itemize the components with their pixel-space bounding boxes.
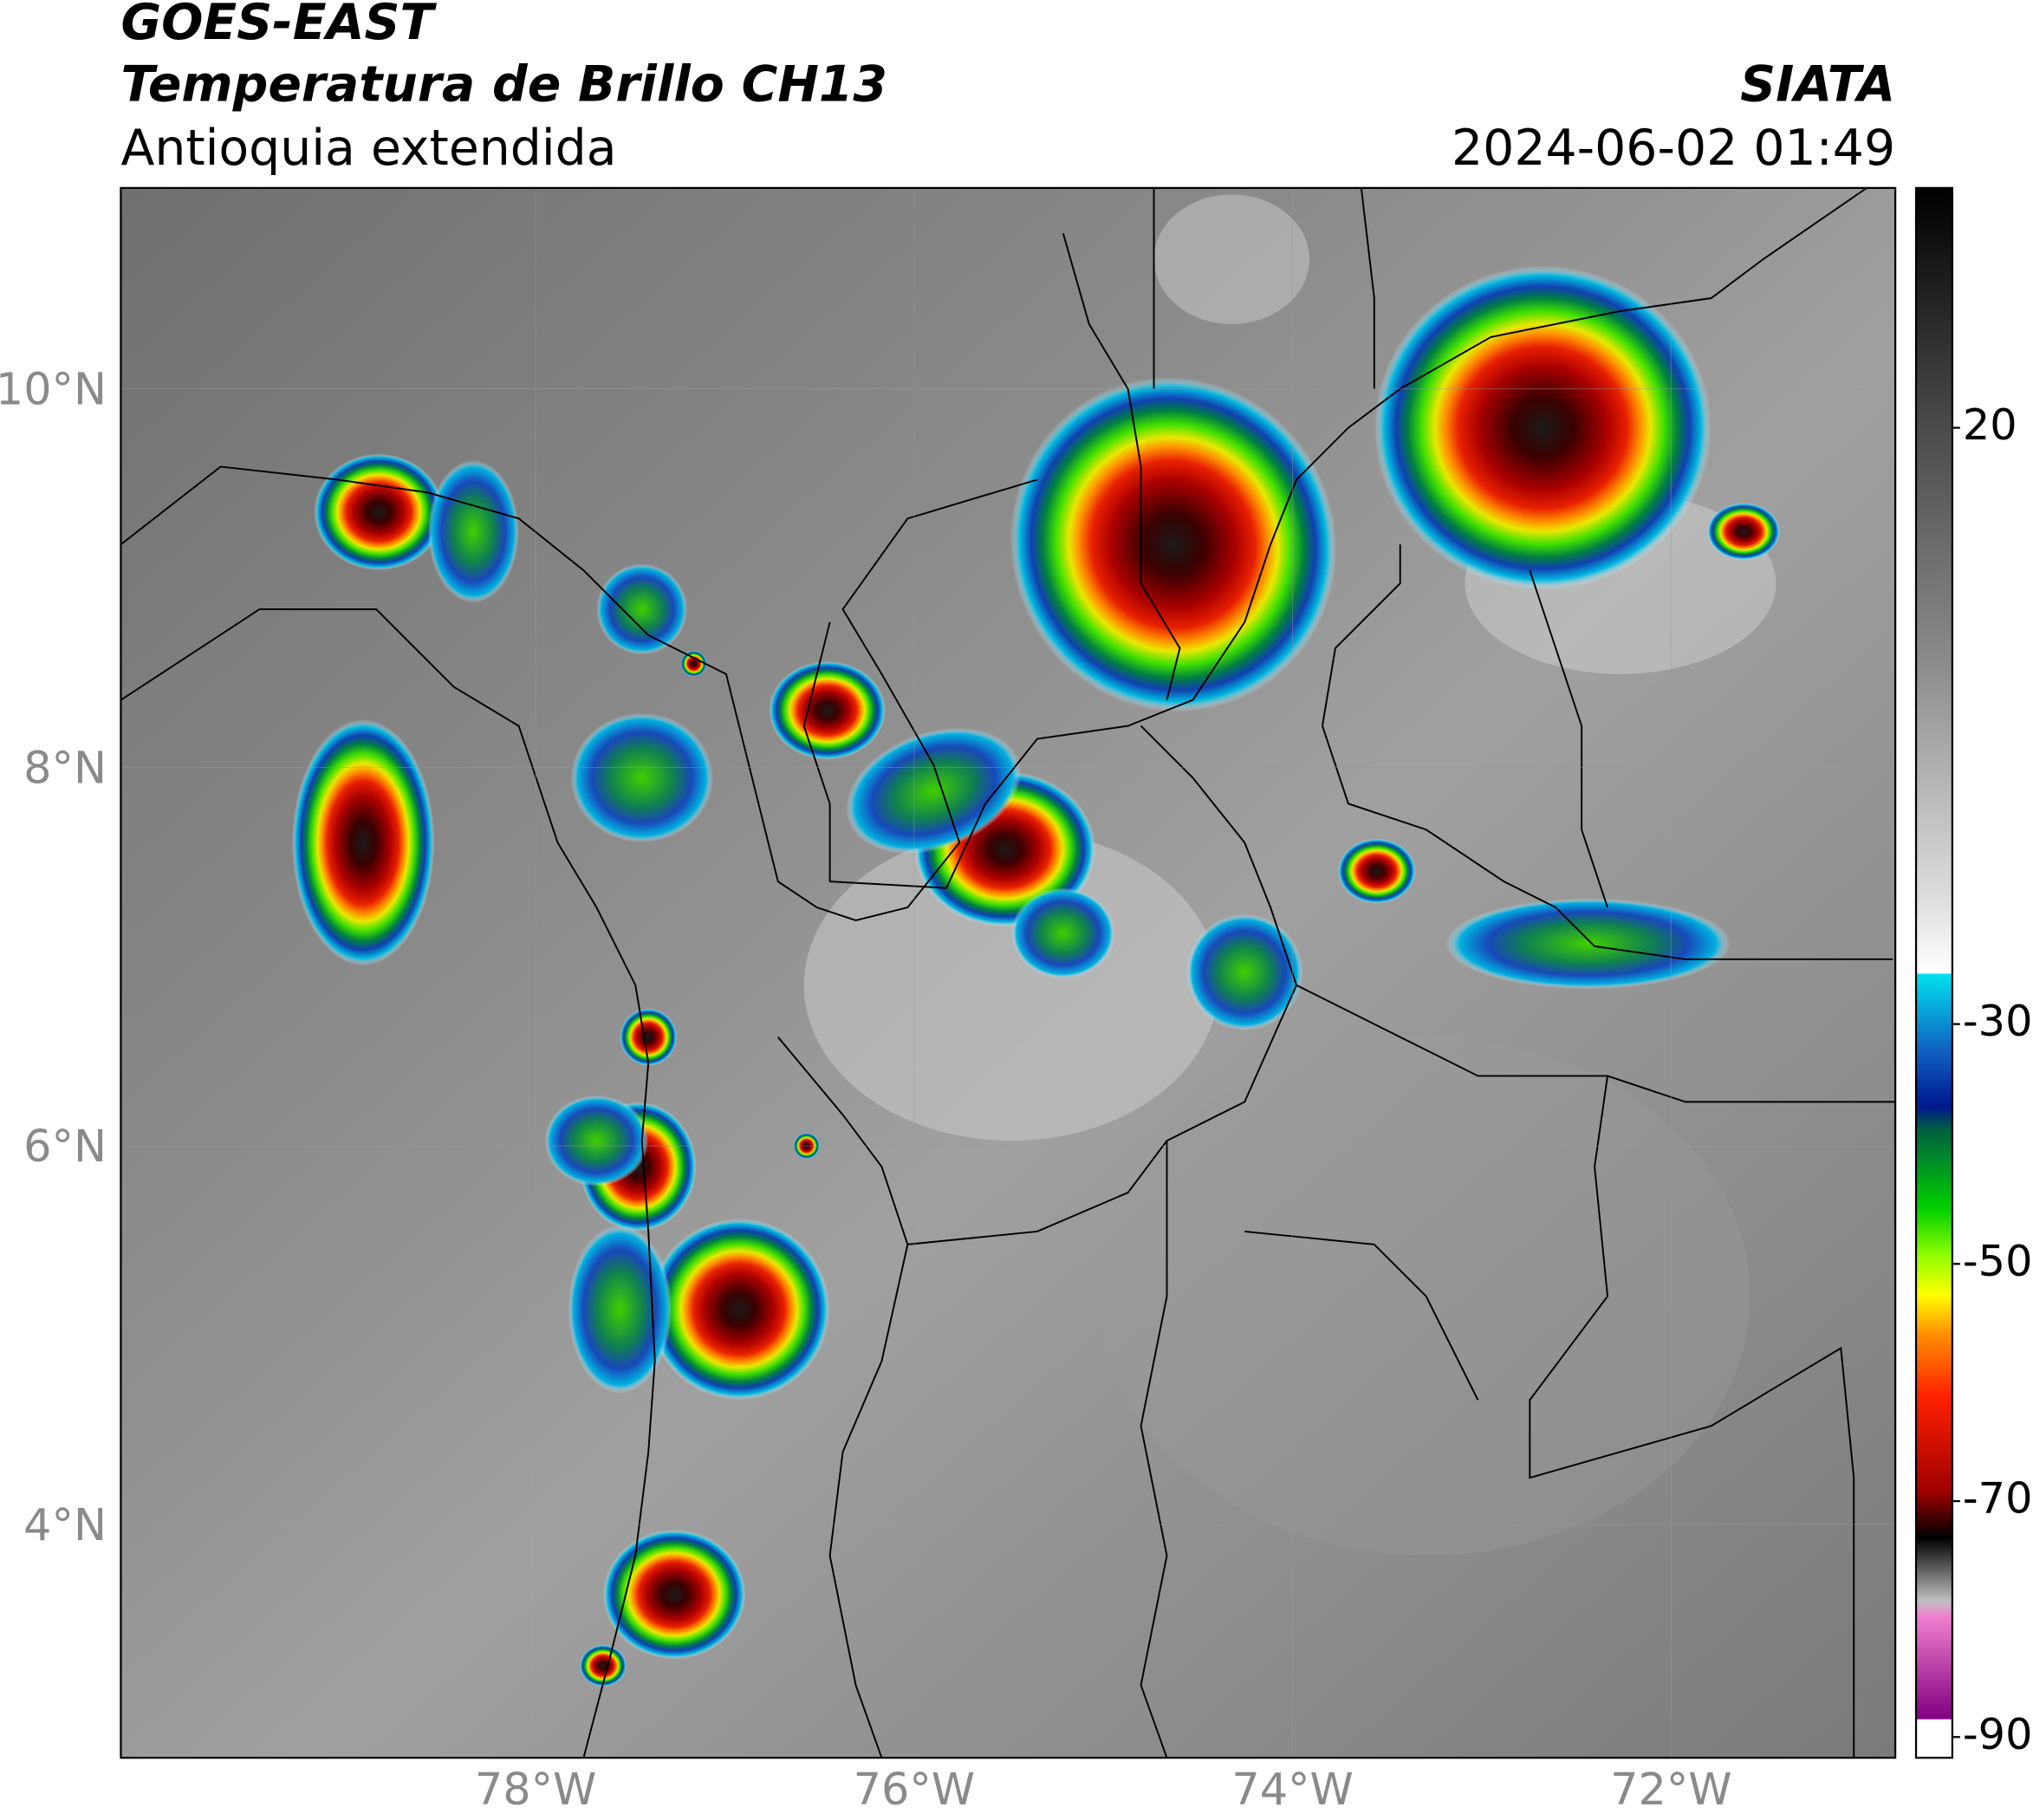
storm-cell bbox=[602, 1529, 746, 1660]
coastline bbox=[120, 608, 656, 1758]
border bbox=[802, 187, 1867, 889]
map-frame bbox=[120, 186, 1897, 1759]
storm-cell bbox=[1185, 913, 1303, 1031]
cloud-haze bbox=[1153, 194, 1310, 324]
storm-cell bbox=[1707, 503, 1780, 561]
colorbar-tick-label: -70 bbox=[1963, 1473, 2033, 1524]
lon-tick-label: 74°W bbox=[1231, 1764, 1353, 1815]
storm-cell bbox=[680, 650, 707, 677]
colorbar-ticks: 20 -30 -50 -70 -90 bbox=[1952, 400, 2033, 1759]
lat-tick-label: 6°N bbox=[23, 1121, 107, 1172]
storm-cell bbox=[648, 1218, 830, 1401]
source: SIATA bbox=[1740, 56, 1895, 114]
colorbar-tick-label: -30 bbox=[1963, 996, 2033, 1046]
storms bbox=[291, 265, 1780, 1687]
border bbox=[1529, 1075, 1896, 1758]
border bbox=[777, 725, 1298, 1758]
title: GOES-EAST bbox=[120, 0, 437, 51]
storm-cell bbox=[1011, 887, 1115, 979]
lat-tick-label: 4°N bbox=[23, 1499, 107, 1550]
storm-cell bbox=[769, 660, 886, 760]
border bbox=[1062, 187, 1375, 700]
coastline bbox=[120, 465, 1038, 921]
border bbox=[1321, 544, 1893, 960]
storm-cell bbox=[544, 1095, 649, 1186]
lon-tick-label: 78°W bbox=[475, 1764, 596, 1815]
colorbar-tick-label: -90 bbox=[1963, 1709, 2033, 1759]
colorbar-tick-label: -50 bbox=[1963, 1236, 2033, 1286]
storm-cell bbox=[1337, 838, 1416, 904]
storm-cell bbox=[579, 1645, 627, 1687]
border bbox=[1529, 569, 1608, 908]
borders bbox=[120, 187, 1896, 1758]
storm-cell bbox=[596, 563, 688, 655]
storm-cell bbox=[427, 459, 519, 603]
datetime: 2024-06-02 01:49 bbox=[1452, 120, 1895, 177]
storm-cell bbox=[1010, 377, 1337, 712]
storm-cell bbox=[1374, 265, 1711, 590]
colorbar bbox=[1914, 186, 1954, 1759]
colorbar-tick-label: 20 bbox=[1963, 400, 2017, 450]
storm-cell bbox=[570, 712, 713, 843]
storm-cell bbox=[620, 1008, 678, 1066]
region: Antioquia extendida bbox=[120, 120, 616, 177]
subtitle: Temperatura de Brillo CH13 bbox=[120, 56, 887, 114]
storm-cell bbox=[568, 1225, 672, 1394]
graticule bbox=[120, 187, 1896, 1758]
map bbox=[120, 187, 1896, 1758]
axes: 10°N 8°N 6°N 4°N 78°W 76°W 74°W 72°W bbox=[0, 364, 1732, 1815]
storm-cell bbox=[291, 719, 435, 966]
lat-tick-label: 8°N bbox=[23, 742, 107, 793]
lon-tick-label: 76°W bbox=[854, 1764, 975, 1815]
border bbox=[1140, 984, 1608, 1758]
storm-cell bbox=[1445, 898, 1731, 990]
storm-cell bbox=[314, 453, 444, 571]
lat-tick-label: 10°N bbox=[0, 364, 107, 415]
lon-tick-label: 72°W bbox=[1610, 1764, 1731, 1815]
